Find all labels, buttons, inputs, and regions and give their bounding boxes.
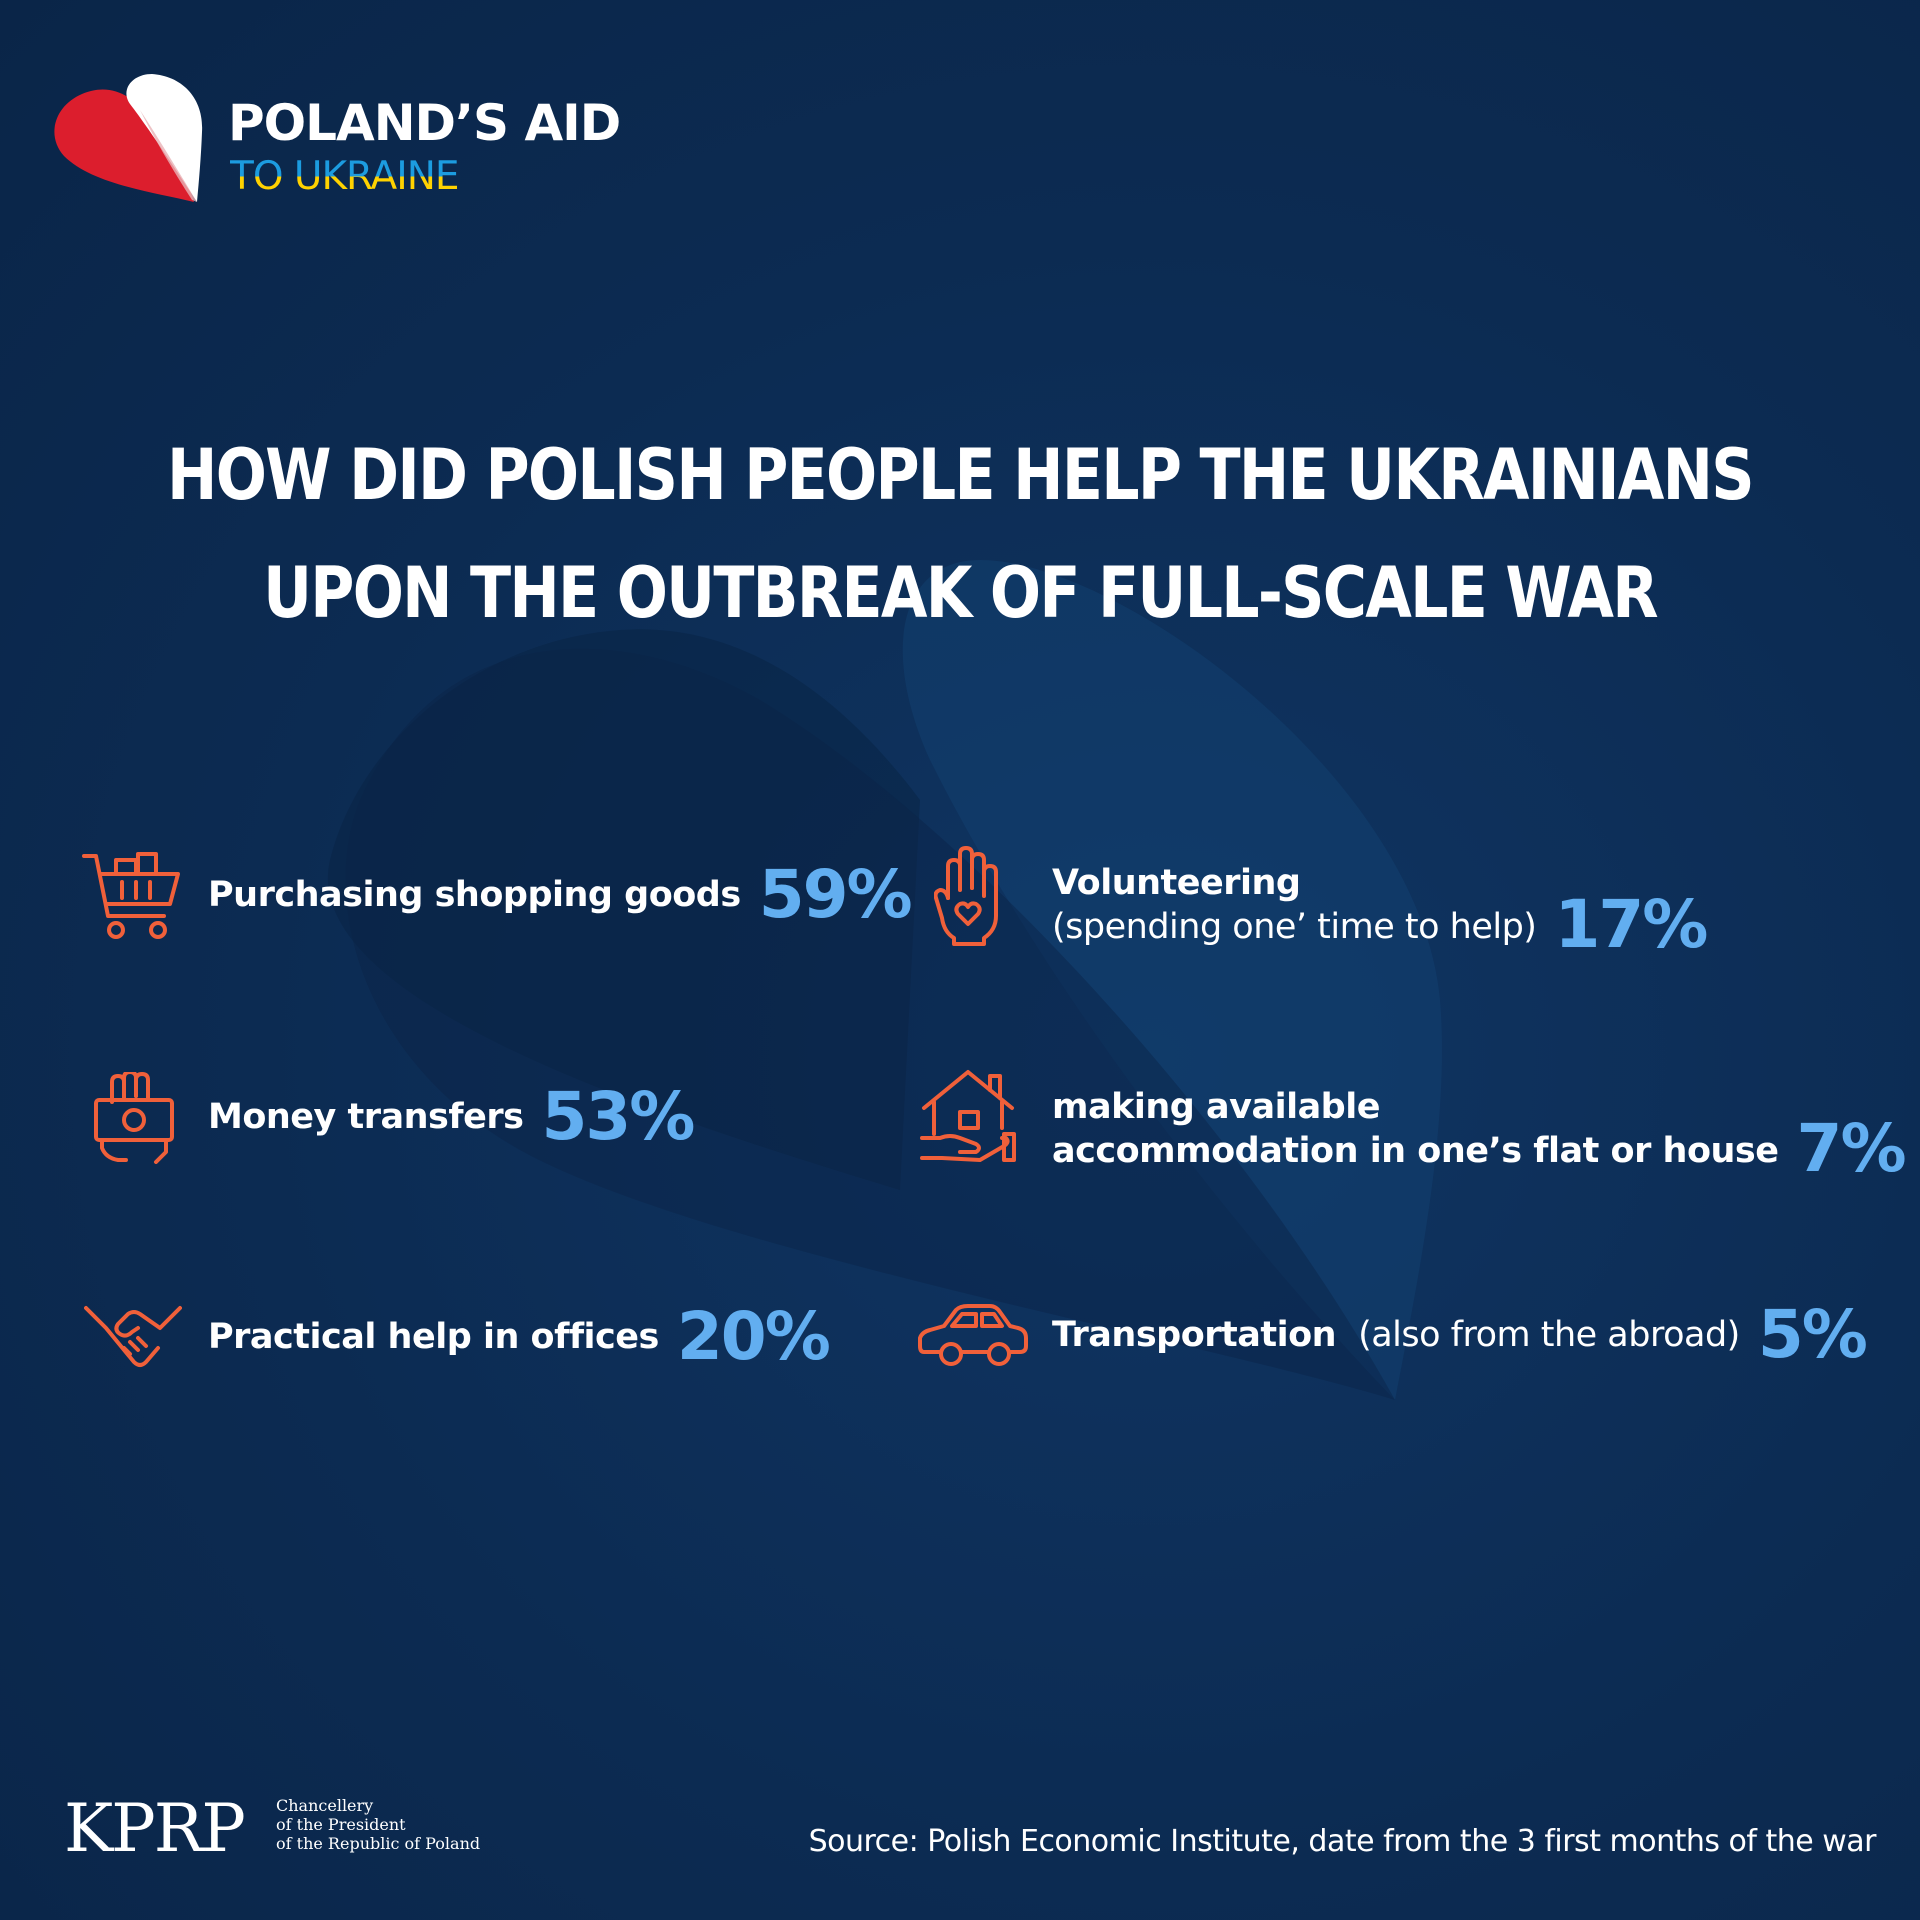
shopping-cart-icon (82, 852, 180, 939)
item-label-line2: accommodation in one’s flat or house (1052, 1130, 1779, 1171)
list-item: Transportation (also from the abroad) 5% (1052, 1296, 1868, 1373)
money-hand-icon (94, 1072, 174, 1164)
chancellery-line: of the Republic of Poland (276, 1834, 481, 1853)
list-item: Practical help in offices 20% (208, 1298, 831, 1375)
item-label: Practical help in offices (208, 1316, 659, 1357)
page-title-line1: HOW DID POLISH PEOPLE HELP THE UKRAINIAN… (167, 434, 1755, 516)
handshake-icon (84, 1306, 182, 1367)
item-label: making available (1052, 1086, 1380, 1127)
source-note: Source: Polish Economic Institute, date … (808, 1824, 1877, 1859)
item-label: Purchasing shopping goods (208, 874, 741, 915)
item-label: Money transfers (208, 1096, 524, 1137)
item-label-note: (also from the abroad) (1358, 1314, 1740, 1355)
item-label: Transportation (1052, 1314, 1337, 1355)
brand-title: POLAND’S AID (228, 94, 621, 152)
item-percent: 59% (758, 856, 913, 933)
item-percent: 5% (1757, 1296, 1868, 1373)
item-label: Volunteering (1052, 862, 1301, 903)
item-percent: 17% (1554, 886, 1708, 963)
house-hand-icon (920, 1070, 1016, 1162)
brand-subtitle: TO UKRAINE (230, 154, 460, 199)
chancellery-line: of the President (276, 1815, 406, 1834)
kprp-logo: KPRP (64, 1790, 246, 1867)
list-item: making available accommodation in one’s … (1052, 1070, 1907, 1188)
item-percent: 7% (1796, 1110, 1907, 1187)
item-percent: 53% (541, 1078, 695, 1155)
chancellery-line: Chancellery (276, 1796, 374, 1815)
item-percent: 20% (676, 1298, 831, 1375)
car-icon (918, 1304, 1028, 1366)
list-item: Money transfers 53% (208, 1078, 695, 1155)
item-label-note: (spending one’ time to help) (1052, 906, 1537, 947)
chancellery-caption: Chancellery of the President of the Repu… (276, 1796, 480, 1853)
list-item: Purchasing shopping goods 59% (208, 856, 913, 933)
page-title-line2: UPON THE OUTBREAK OF FULL-SCALE WAR (263, 552, 1658, 634)
list-item: Volunteering (spending one’ time to help… (1052, 846, 1708, 964)
heart-logo-icon (54, 74, 203, 202)
hand-heart-icon (934, 846, 998, 946)
page-title: HOW DID POLISH PEOPLE HELP THE UKRAINIAN… (0, 416, 1920, 652)
